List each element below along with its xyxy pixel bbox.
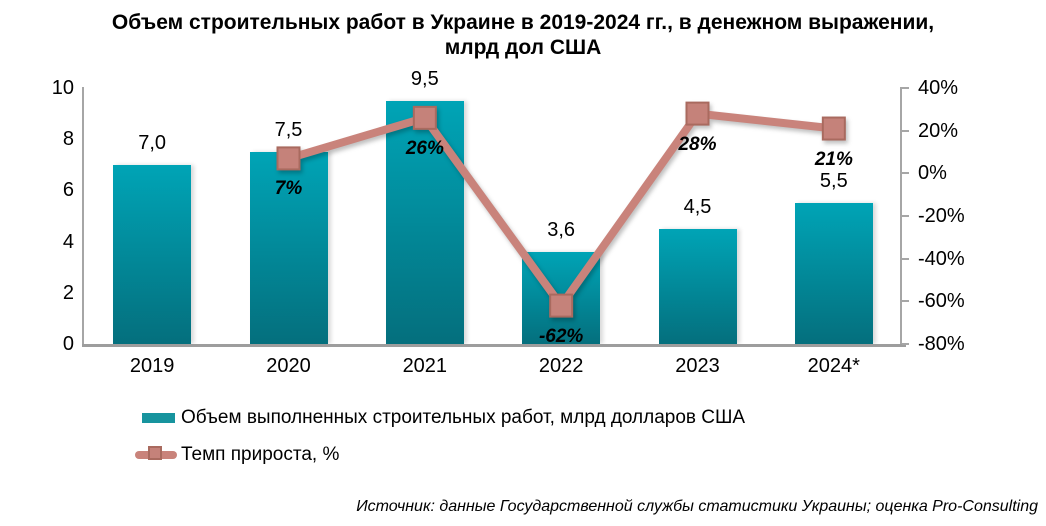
bar [113,164,192,344]
left-axis-tick-label: 4 [62,230,74,253]
left-axis-tick-label: 0 [62,333,74,355]
chart-title-line-1: Объем строительных работ в Украине в 201… [111,11,935,34]
growth-value-label: 26% [405,137,444,159]
x-axis-category-label: 2020 [266,355,311,377]
left-axis-tick-label: 2 [62,281,74,304]
left-axis-tick-label: 10 [51,77,74,99]
legend-bar-label: Объем выполненных строительных работ, мл… [181,407,746,428]
right-axis-tick-label: 20% [918,119,959,142]
left-axis-tick-label: 6 [62,179,74,202]
right-axis-tick-mark [902,257,909,260]
right-axis-tick-mark [902,172,909,175]
legend-line-swatch [135,446,177,460]
bar-value-label: 7,5 [274,119,303,141]
left-axis-tick-label: 8 [62,128,74,151]
x-axis-category-label: 2023 [675,355,720,377]
right-axis-tick-label: 40% [918,77,959,99]
bar-value-label: 4,5 [683,195,712,218]
legend-bar-swatch [142,413,175,423]
bar-value-label: 5,5 [819,170,848,193]
bar-value-label: 9,5 [410,67,439,90]
legend: Объем выполненных строительных работ, мл… [135,403,745,470]
growth-value-label: -62% [538,325,584,347]
bar [658,228,737,344]
right-y-axis-line [900,87,902,347]
legend-line-marker-icon [148,446,162,460]
x-axis-category-label: 2022 [538,355,584,377]
growth-value-label: 7% [274,178,303,200]
legend-item-bars: Объем выполненных строительных работ, мл… [135,403,745,433]
right-axis-tick-mark [902,215,909,217]
right-axis-tick-mark [902,87,909,89]
growth-value-label: 21% [814,148,853,170]
right-axis-tick-label: -80% [918,333,965,355]
x-axis-category-label: 2021 [402,355,448,377]
right-axis-tick-label: -40% [918,247,965,270]
bar-value-label: 7,0 [138,131,167,154]
growth-line-marker [685,101,710,126]
legend-line-label: Темп прироста, % [181,444,340,465]
right-axis-tick-label: -20% [918,205,965,227]
chart-title: Объем строительных работ в Украине в 201… [0,10,1046,60]
right-axis-tick-mark [902,129,909,132]
x-axis-category-label: 2024* [807,355,860,377]
x-axis-line [82,344,906,347]
right-axis-tick-mark [902,300,909,303]
bar [794,203,873,344]
source-note: Источник: данные Государственной службы … [356,498,1038,515]
right-axis-tick-mark [902,343,909,345]
right-axis-tick-label: -60% [918,290,965,313]
bar-value-label: 3,6 [547,218,576,241]
growth-value-label: 28% [678,133,717,155]
growth-line-marker [821,116,846,141]
legend-item-line: Темп прироста, % [135,440,745,470]
x-axis-category-label: 2019 [129,355,175,377]
chart-title-line-2: млрд дол США [444,36,602,59]
right-axis-tick-label: 0% [918,162,947,185]
left-y-axis-line [82,87,84,347]
